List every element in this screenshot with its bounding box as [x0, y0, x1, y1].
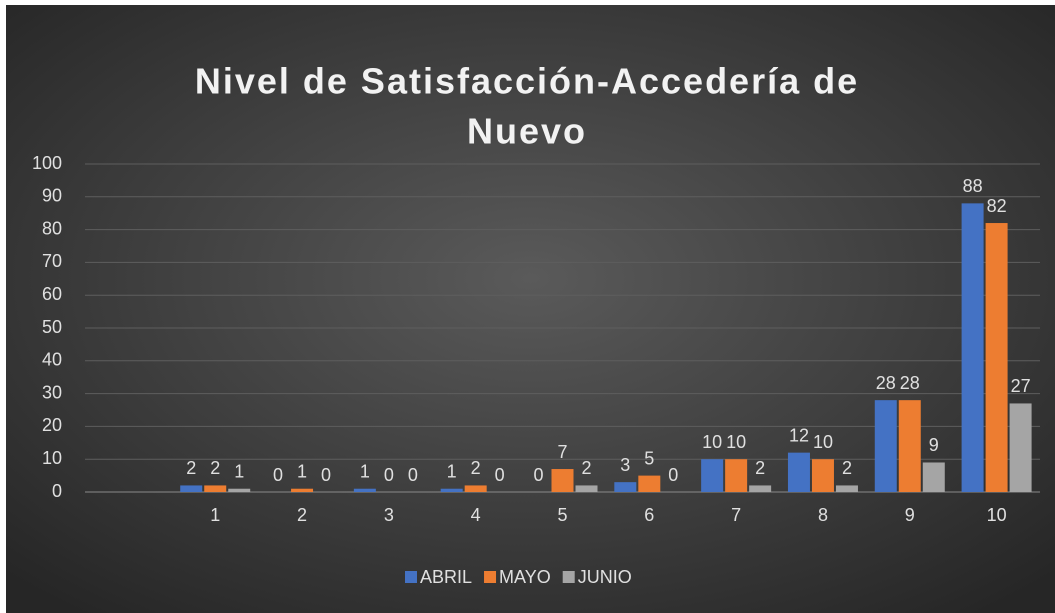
y-tick-label: 70 — [42, 251, 62, 271]
data-label: 10 — [726, 432, 746, 452]
x-tick-label: 1 — [210, 505, 220, 525]
x-tick-label: 2 — [297, 505, 307, 525]
data-label: 1 — [297, 461, 307, 481]
chart-title: Nuevo — [467, 111, 587, 152]
data-label: 1 — [360, 461, 370, 481]
data-label: 10 — [813, 432, 833, 452]
bar — [204, 485, 227, 492]
bar — [353, 488, 376, 492]
data-label: 9 — [929, 435, 939, 455]
data-label: 28 — [900, 373, 920, 393]
bar — [228, 488, 251, 492]
y-tick-label: 10 — [42, 448, 62, 468]
bar — [464, 485, 487, 492]
bar — [440, 488, 463, 492]
bar — [291, 488, 314, 492]
data-label: 0 — [668, 465, 678, 485]
x-tick-label: 8 — [818, 505, 828, 525]
x-tick-label: 5 — [557, 505, 567, 525]
bar — [551, 469, 574, 492]
x-tick-label: 6 — [644, 505, 654, 525]
data-label: 7 — [557, 442, 567, 462]
bar — [787, 452, 810, 492]
data-label: 2 — [471, 458, 481, 478]
y-tick-label: 50 — [42, 317, 62, 337]
data-label: 82 — [987, 196, 1007, 216]
bar — [638, 475, 661, 492]
x-tick-label: 7 — [731, 505, 741, 525]
data-label: 0 — [533, 465, 543, 485]
bar — [180, 485, 203, 492]
x-tick-label: 9 — [905, 505, 915, 525]
bar — [922, 462, 945, 492]
bar — [701, 459, 724, 492]
legend-label: MAYO — [499, 567, 551, 587]
bar — [835, 485, 858, 492]
legend-swatch — [562, 571, 575, 583]
bar — [614, 482, 637, 492]
bar — [575, 485, 598, 492]
data-label: 5 — [644, 448, 654, 468]
y-tick-label: 20 — [42, 415, 62, 435]
data-label: 2 — [842, 458, 852, 478]
chart-background — [6, 5, 1055, 613]
y-tick-label: 0 — [52, 481, 62, 501]
bar — [898, 400, 921, 492]
x-tick-label: 3 — [384, 505, 394, 525]
data-label: 3 — [620, 455, 630, 475]
data-label: 2 — [210, 458, 220, 478]
bar — [985, 223, 1008, 493]
data-label: 0 — [273, 465, 283, 485]
x-tick-label: 4 — [471, 505, 481, 525]
data-label: 2 — [186, 458, 196, 478]
bar — [811, 459, 834, 492]
bar — [749, 485, 772, 492]
data-label: 10 — [702, 432, 722, 452]
y-tick-label: 60 — [42, 284, 62, 304]
data-label: 0 — [384, 465, 394, 485]
data-label: 12 — [789, 425, 809, 445]
data-label: 28 — [876, 373, 896, 393]
y-tick-label: 90 — [42, 186, 62, 206]
bar — [961, 203, 984, 493]
data-label: 88 — [963, 176, 983, 196]
data-label: 27 — [1011, 376, 1031, 396]
y-tick-label: 40 — [42, 350, 62, 370]
data-label: 1 — [234, 461, 244, 481]
legend-label: ABRIL — [420, 567, 472, 587]
legend-swatch — [484, 571, 497, 583]
x-tick-label: 10 — [987, 505, 1007, 525]
data-label: 0 — [321, 465, 331, 485]
bar — [1009, 403, 1032, 492]
chart-title: Nivel de Satisfacción-Accedería de — [195, 61, 859, 102]
y-tick-label: 100 — [32, 153, 62, 173]
data-label: 0 — [495, 465, 505, 485]
y-tick-label: 80 — [42, 218, 62, 238]
data-label: 0 — [408, 465, 418, 485]
bar — [874, 400, 897, 492]
legend-swatch — [405, 571, 417, 583]
bar — [725, 459, 748, 492]
y-tick-label: 30 — [42, 382, 62, 402]
data-label: 1 — [447, 461, 457, 481]
data-label: 2 — [755, 458, 765, 478]
legend-label: JUNIO — [578, 567, 632, 587]
data-label: 2 — [581, 458, 591, 478]
